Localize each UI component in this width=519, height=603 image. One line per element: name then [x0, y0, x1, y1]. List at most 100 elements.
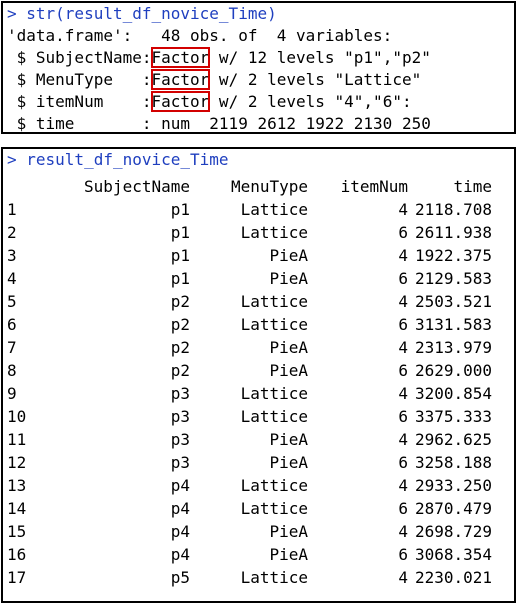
- time-cell: 2118.708: [414, 200, 492, 219]
- table-row: 15 p4 PieA 4 2698.729: [7, 520, 492, 543]
- row-index: 16: [7, 545, 27, 564]
- row-index: 6: [7, 315, 17, 334]
- menu-type-cell: Lattice: [240, 476, 308, 495]
- item-num-cell: 6: [398, 407, 408, 426]
- subject-name-cell: p2: [170, 292, 190, 311]
- subject-name-cell: p4: [170, 522, 190, 541]
- str-line-suffix: w/ 12 levels "p1","p2": [209, 48, 431, 67]
- row-index: 15: [7, 522, 27, 541]
- subject-name-cell: p2: [170, 361, 190, 380]
- table-row: 8 p2 PieA 6 2629.000: [7, 359, 492, 382]
- item-num-cell: 4: [398, 246, 408, 265]
- subject-name-cell: p4: [170, 499, 190, 518]
- table-row: 7 p2 PieA 4 2313.979: [7, 336, 492, 359]
- str-line-prefix: $ SubjectName:: [7, 48, 152, 67]
- str-output-line: $ time : num 2119 2612 1922 2130 250: [7, 113, 431, 132]
- time-cell: 2503.521: [414, 292, 492, 311]
- header-menutype: MenuType: [230, 177, 308, 196]
- header-time: time: [453, 177, 492, 196]
- row-index: 2: [7, 223, 17, 242]
- subject-name-cell: p4: [170, 545, 190, 564]
- header-itemnum: itemNum: [340, 177, 408, 196]
- menu-type-cell: Lattice: [240, 499, 308, 518]
- item-num-cell: 4: [398, 200, 408, 219]
- table-row: 5 p2 Lattice 4 2503.521: [7, 290, 492, 313]
- time-cell: 2933.250: [414, 476, 492, 495]
- subject-name-cell: p3: [170, 430, 190, 449]
- table-row: 9 p3 Lattice 4 3200.854: [7, 382, 492, 405]
- item-num-cell: 6: [398, 269, 408, 288]
- table-row: 17 p5 Lattice 4 2230.021: [7, 566, 492, 589]
- str-output-line: $ MenuType :Factor w/ 2 levels "Lattice": [7, 69, 421, 91]
- item-num-cell: 6: [398, 453, 408, 472]
- dataframe-output-panel: > result_df_novice_Time SubjectName Menu…: [1, 147, 516, 603]
- subject-name-cell: p1: [170, 200, 190, 219]
- item-num-cell: 4: [398, 568, 408, 587]
- menu-type-cell: PieA: [269, 338, 308, 357]
- menu-type-cell: Lattice: [240, 568, 308, 587]
- str-output-line: $ SubjectName:Factor w/ 12 levels "p1","…: [7, 47, 431, 69]
- subject-name-cell: p4: [170, 476, 190, 495]
- factor-highlight: Factor: [150, 91, 211, 112]
- time-cell: 1922.375: [414, 246, 492, 265]
- table-row: 10 p3 Lattice 6 3375.333: [7, 405, 492, 428]
- subject-name-cell: p1: [170, 246, 190, 265]
- menu-type-cell: PieA: [269, 246, 308, 265]
- row-index: 7: [7, 338, 17, 357]
- menu-type-cell: Lattice: [240, 200, 308, 219]
- item-num-cell: 4: [398, 292, 408, 311]
- table-row: 6 p2 Lattice 6 3131.583: [7, 313, 492, 336]
- row-index: 9: [7, 384, 17, 403]
- time-cell: 3068.354: [414, 545, 492, 564]
- row-index: 11: [7, 430, 27, 449]
- menu-type-cell: Lattice: [240, 292, 308, 311]
- str-output-line: $ itemNum :Factor w/ 2 levels "4","6":: [7, 91, 412, 113]
- menu-type-cell: Lattice: [240, 407, 308, 426]
- table-row: 11 p3 PieA 4 2962.625: [7, 428, 492, 451]
- time-cell: 2313.979: [414, 338, 492, 357]
- menu-type-cell: Lattice: [240, 315, 308, 334]
- row-index: 5: [7, 292, 17, 311]
- menu-type-cell: PieA: [269, 545, 308, 564]
- table-row: 2 p1 Lattice 6 2611.938: [7, 221, 492, 244]
- item-num-cell: 6: [398, 545, 408, 564]
- str-output-panel: > str(result_df_novice_Time) 'data.frame…: [1, 1, 516, 134]
- subject-name-cell: p3: [170, 384, 190, 403]
- factor-highlight: Factor: [150, 69, 211, 90]
- table-row: 16 p4 PieA 6 3068.354: [7, 543, 492, 566]
- row-index: 8: [7, 361, 17, 380]
- item-num-cell: 6: [398, 361, 408, 380]
- time-cell: 2611.938: [414, 223, 492, 242]
- str-line-suffix: w/ 2 levels "4","6":: [209, 92, 412, 111]
- table-row: 13 p4 Lattice 4 2933.250: [7, 474, 492, 497]
- str-command-line: > str(result_df_novice_Time): [7, 4, 277, 23]
- row-index: 4: [7, 269, 17, 288]
- row-index: 13: [7, 476, 27, 495]
- menu-type-cell: PieA: [269, 522, 308, 541]
- table-row: 4 p1 PieA 6 2129.583: [7, 267, 492, 290]
- item-num-cell: 6: [398, 499, 408, 518]
- subject-name-cell: p3: [170, 407, 190, 426]
- table-row: 1 p1 Lattice 4 2118.708: [7, 198, 492, 221]
- time-cell: 2129.583: [414, 269, 492, 288]
- time-cell: 2698.729: [414, 522, 492, 541]
- table-row: 12 p3 PieA 6 3258.188: [7, 451, 492, 474]
- dataframe-command-line: > result_df_novice_Time: [7, 150, 229, 169]
- row-index: 3: [7, 246, 17, 265]
- subject-name-cell: p2: [170, 315, 190, 334]
- time-cell: 3375.333: [414, 407, 492, 426]
- menu-type-cell: Lattice: [240, 223, 308, 242]
- item-num-cell: 4: [398, 430, 408, 449]
- subject-name-cell: p1: [170, 223, 190, 242]
- str-line-prefix: 'data.frame': 48 obs. of 4 variables:: [7, 26, 393, 45]
- menu-type-cell: PieA: [269, 361, 308, 380]
- header-subjectname: SubjectName: [84, 177, 190, 196]
- table-row: 14 p4 Lattice 6 2870.479: [7, 497, 492, 520]
- time-cell: 3131.583: [414, 315, 492, 334]
- str-line-prefix: $ MenuType :: [7, 70, 152, 89]
- time-cell: 2629.000: [414, 361, 492, 380]
- table-row: 3 p1 PieA 4 1922.375: [7, 244, 492, 267]
- factor-highlight: Factor: [150, 47, 211, 68]
- item-num-cell: 4: [398, 384, 408, 403]
- subject-name-cell: p3: [170, 453, 190, 472]
